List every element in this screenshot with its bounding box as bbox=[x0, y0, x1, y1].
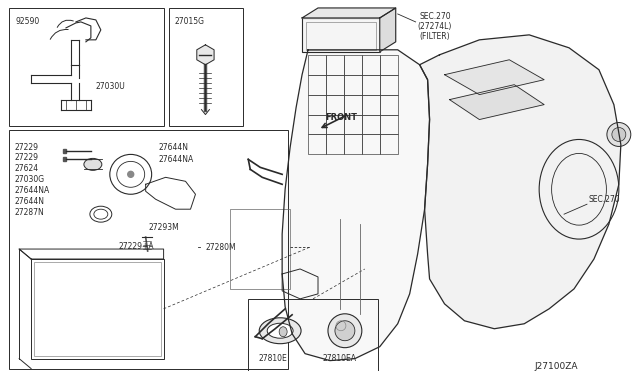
Bar bbox=[308, 135, 326, 154]
Bar bbox=[380, 135, 397, 154]
Bar bbox=[344, 115, 362, 135]
Bar bbox=[380, 55, 397, 75]
Bar bbox=[362, 94, 380, 115]
Text: 27644NA: 27644NA bbox=[14, 186, 49, 195]
Bar bbox=[230, 209, 290, 289]
Polygon shape bbox=[302, 8, 396, 18]
Circle shape bbox=[128, 171, 134, 177]
Bar bbox=[362, 75, 380, 94]
Text: 27030G: 27030G bbox=[14, 175, 44, 184]
Text: 27229: 27229 bbox=[14, 153, 38, 162]
Bar bbox=[248, 299, 378, 371]
Bar bbox=[306, 22, 376, 50]
Circle shape bbox=[328, 314, 362, 348]
Bar bbox=[168, 8, 243, 125]
Bar bbox=[31, 259, 164, 359]
Bar bbox=[326, 135, 344, 154]
Bar bbox=[344, 55, 362, 75]
Bar bbox=[344, 94, 362, 115]
Bar bbox=[380, 75, 397, 94]
Text: 27229+A: 27229+A bbox=[119, 241, 154, 251]
Bar bbox=[380, 115, 397, 135]
Ellipse shape bbox=[268, 323, 293, 338]
Text: 27293M: 27293M bbox=[148, 222, 179, 232]
Text: J27100ZA: J27100ZA bbox=[534, 362, 578, 371]
Text: 27644N: 27644N bbox=[14, 197, 44, 206]
Text: 27624: 27624 bbox=[14, 164, 38, 173]
Text: 27287N: 27287N bbox=[14, 208, 44, 217]
Ellipse shape bbox=[279, 327, 287, 337]
Bar bbox=[9, 8, 164, 125]
Bar bbox=[302, 18, 380, 52]
Bar bbox=[326, 75, 344, 94]
Polygon shape bbox=[420, 35, 621, 329]
Text: 27280M: 27280M bbox=[205, 243, 236, 251]
Text: 92590: 92590 bbox=[15, 17, 40, 26]
Text: 27810E: 27810E bbox=[258, 354, 287, 363]
Bar bbox=[63, 150, 66, 153]
Bar bbox=[308, 75, 326, 94]
Bar bbox=[326, 94, 344, 115]
Text: 27229: 27229 bbox=[14, 143, 38, 152]
Bar bbox=[34, 262, 161, 356]
Bar bbox=[380, 94, 397, 115]
Bar bbox=[308, 55, 326, 75]
Polygon shape bbox=[282, 50, 429, 360]
Text: SEC.270: SEC.270 bbox=[420, 12, 451, 22]
Text: 27644NA: 27644NA bbox=[159, 155, 194, 164]
Polygon shape bbox=[445, 60, 544, 94]
Bar bbox=[362, 135, 380, 154]
Ellipse shape bbox=[259, 318, 301, 344]
Bar bbox=[9, 129, 288, 369]
Bar bbox=[308, 94, 326, 115]
Circle shape bbox=[607, 122, 631, 147]
Text: (FILTER): (FILTER) bbox=[420, 32, 451, 41]
Bar bbox=[362, 115, 380, 135]
Text: 27644N: 27644N bbox=[159, 143, 189, 152]
Polygon shape bbox=[380, 8, 396, 52]
Text: (27274L): (27274L) bbox=[418, 22, 452, 31]
Circle shape bbox=[335, 321, 355, 341]
Bar bbox=[326, 115, 344, 135]
Text: 27015G: 27015G bbox=[175, 17, 205, 26]
Text: 27810EA: 27810EA bbox=[323, 354, 357, 363]
Text: FRONT: FRONT bbox=[325, 113, 357, 122]
Polygon shape bbox=[302, 18, 380, 52]
Bar bbox=[344, 135, 362, 154]
Bar bbox=[326, 55, 344, 75]
Circle shape bbox=[612, 128, 626, 141]
Polygon shape bbox=[449, 85, 544, 119]
Polygon shape bbox=[197, 45, 214, 65]
Text: SEC.270: SEC.270 bbox=[589, 195, 621, 204]
Text: 27030U: 27030U bbox=[96, 82, 125, 91]
Ellipse shape bbox=[84, 158, 102, 170]
Bar bbox=[63, 157, 66, 161]
Bar bbox=[344, 75, 362, 94]
Bar bbox=[308, 115, 326, 135]
Bar bbox=[362, 55, 380, 75]
